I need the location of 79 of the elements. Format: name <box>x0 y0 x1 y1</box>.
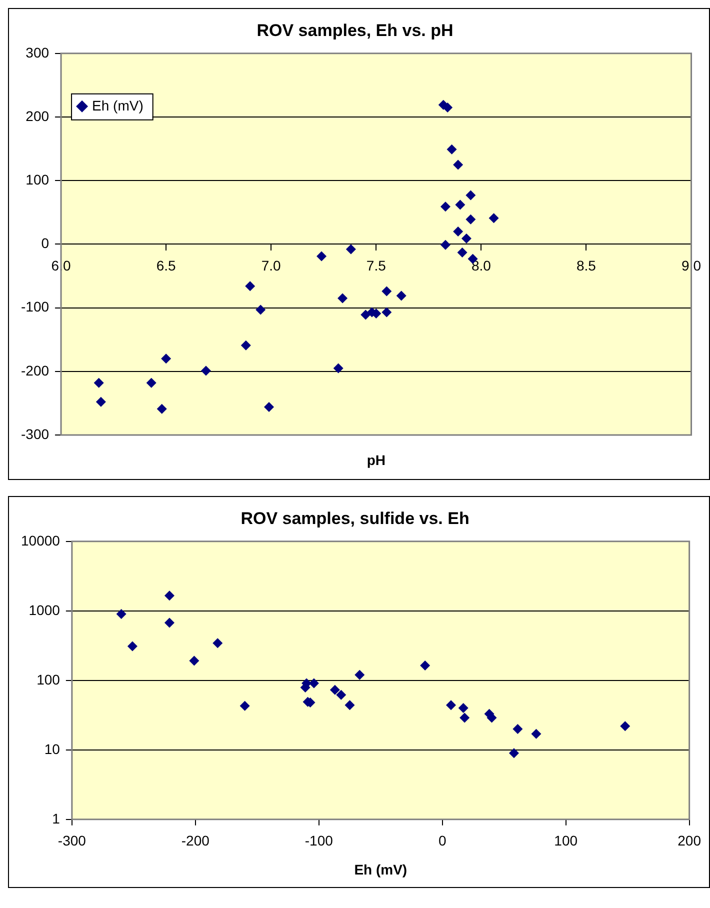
point <box>442 102 453 112</box>
x-tick-label: 7.5 <box>366 257 386 274</box>
point <box>200 366 211 376</box>
point <box>446 700 456 710</box>
point <box>94 378 104 388</box>
point <box>146 378 156 388</box>
point <box>336 690 346 700</box>
point <box>457 247 468 258</box>
x-tick-label: 100 <box>554 832 578 849</box>
point <box>333 363 344 374</box>
y-tick-label: 10 <box>44 740 60 757</box>
point <box>446 144 457 154</box>
point <box>127 641 138 652</box>
point <box>264 402 274 412</box>
point <box>156 404 167 414</box>
y-tick-label: 100 <box>26 171 50 188</box>
x-tick-label: 0 <box>438 832 446 849</box>
point <box>338 293 348 304</box>
point <box>240 340 251 350</box>
point <box>440 240 450 250</box>
x-tick-label: -200 <box>181 832 210 849</box>
x-tick-label: 200 <box>678 832 702 849</box>
x-tick-label: -100 <box>304 832 334 849</box>
y-tick-label: 100 <box>36 671 60 688</box>
point <box>256 304 266 315</box>
point <box>346 244 356 254</box>
x-tick-label: 8.5 <box>576 257 596 274</box>
y-tick-label: 1 <box>52 810 60 826</box>
y-tick-label: 300 <box>26 44 50 60</box>
point <box>316 251 327 262</box>
chart-title: ROV samples, Eh vs. pH <box>256 20 454 40</box>
x-axis-title: Eh (mV) <box>354 861 408 878</box>
point <box>488 213 499 224</box>
point <box>360 310 371 320</box>
point <box>354 670 365 680</box>
point <box>461 233 472 244</box>
point <box>116 608 126 619</box>
point <box>453 160 464 170</box>
point <box>620 721 630 732</box>
point <box>455 200 466 210</box>
x-tick-label: 6.0 <box>51 257 71 274</box>
point <box>382 307 392 318</box>
y-tick-label: -100 <box>20 298 50 315</box>
y-tick-label: 10000 <box>20 532 60 548</box>
point <box>512 724 523 734</box>
point <box>189 656 200 666</box>
point <box>466 214 476 224</box>
point <box>531 728 542 739</box>
point <box>396 290 406 301</box>
point <box>330 684 340 695</box>
x-axis-title: pH <box>366 452 386 468</box>
y-tick-label: 1000 <box>28 602 60 618</box>
point <box>440 202 450 212</box>
point <box>458 703 468 714</box>
y-tick-label: 200 <box>26 108 50 124</box>
point <box>382 286 392 296</box>
y-tick-label: -300 <box>20 426 50 442</box>
chart-title: ROV samples, sulfide vs. Eh <box>240 508 470 528</box>
point <box>212 638 223 648</box>
point <box>466 190 476 200</box>
point <box>161 354 172 364</box>
point <box>344 700 355 710</box>
x-tick-label: -300 <box>58 832 86 849</box>
point <box>96 396 106 407</box>
point <box>164 618 174 628</box>
x-tick-label: 7.0 <box>261 257 282 274</box>
x-tick-label: 9.0 <box>682 257 702 274</box>
point <box>164 590 174 601</box>
point <box>508 748 519 758</box>
point <box>308 678 319 688</box>
y-tick-label: 0 <box>41 235 50 252</box>
point <box>240 700 250 711</box>
y-tick-label: -200 <box>20 362 50 378</box>
point <box>460 712 470 723</box>
point <box>420 660 430 670</box>
point <box>453 226 464 236</box>
point <box>245 281 256 292</box>
x-tick-label: 6.5 <box>156 257 176 274</box>
legend-label: Eh (mV) <box>92 97 144 114</box>
